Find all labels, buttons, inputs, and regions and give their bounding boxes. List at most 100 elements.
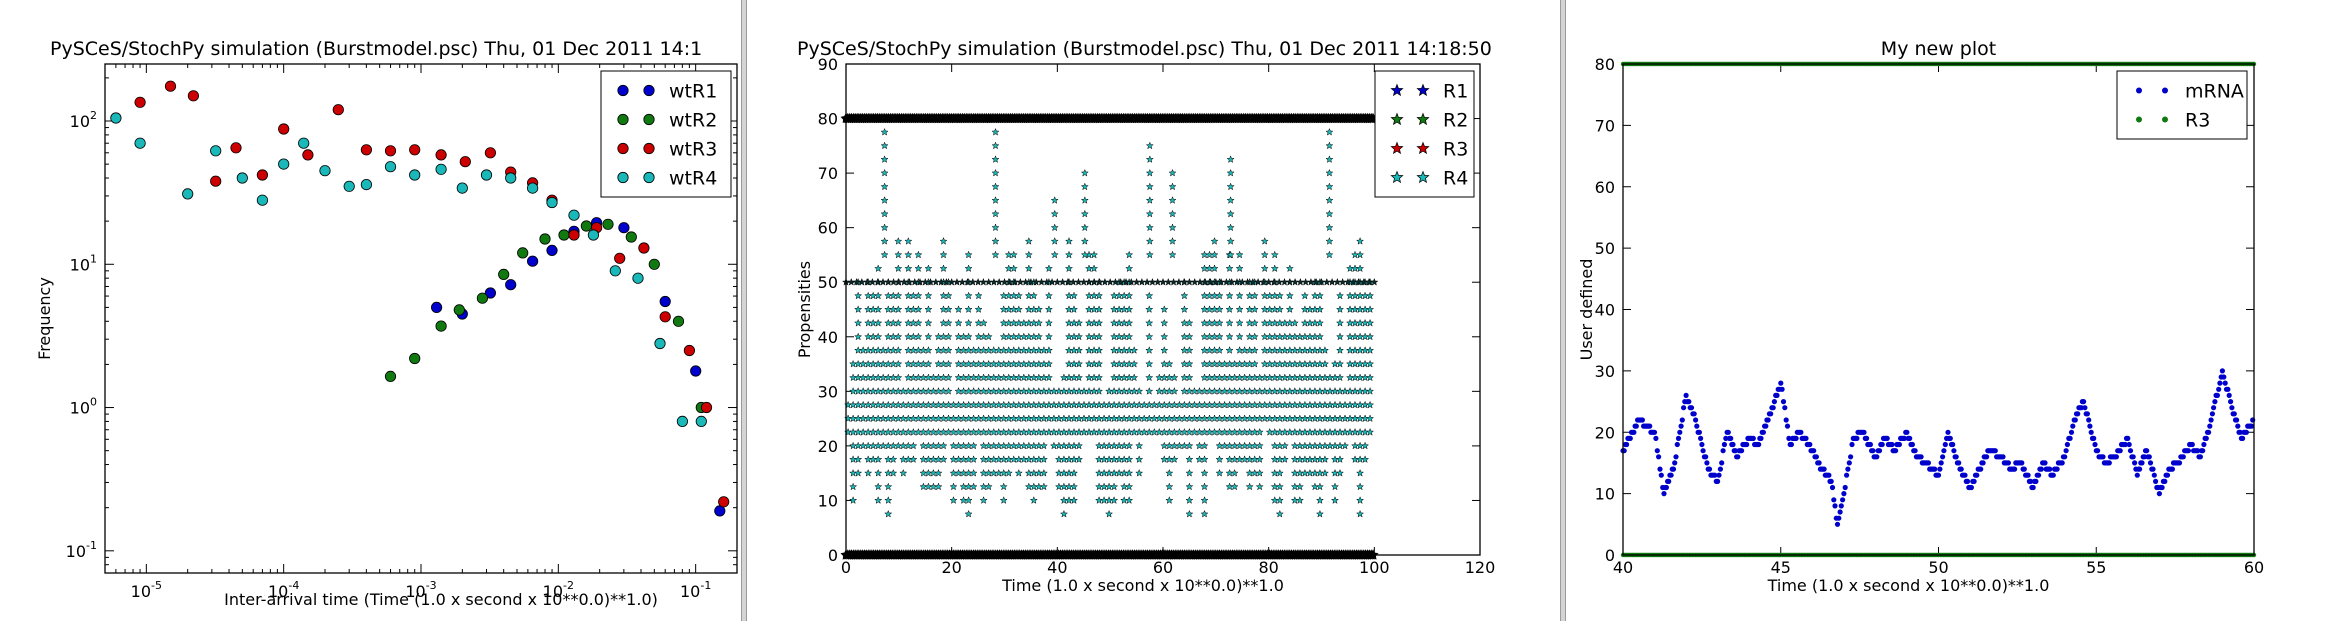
data-point-mRNA (1861, 429, 1867, 435)
data-point-R4 (1200, 496, 1209, 505)
data-point-R3 (995, 277, 1004, 286)
data-point-R4 (1275, 305, 1284, 313)
legend-entry: wtR3 (617, 139, 717, 161)
data-point-R4 (924, 264, 933, 273)
data-point-wtR4 (676, 415, 689, 427)
tick-label: 10 (818, 491, 838, 510)
data-point-R3 (1190, 277, 1199, 286)
data-point-R4 (1226, 209, 1235, 218)
data-point-R4 (1330, 482, 1340, 491)
data-point-R4 (1135, 441, 1144, 450)
data-point-R4 (1168, 168, 1177, 177)
data-point-R4 (1185, 496, 1194, 505)
data-point-R4 (1335, 346, 1345, 354)
data-point-mRNA (2082, 405, 2088, 411)
tick-label: 40 (1595, 301, 1615, 320)
data-point-wtR2 (580, 220, 593, 232)
data-point-mRNA (1624, 441, 1630, 448)
data-point-R4 (1335, 359, 1345, 368)
legend-entry: R3 (1390, 139, 1468, 161)
data-point-R4 (1185, 346, 1194, 354)
data-point-mRNA (2235, 423, 2241, 429)
data-point-mRNA (2200, 448, 2206, 454)
data-point-wtR2 (384, 370, 397, 382)
data-point-mRNA (2141, 454, 2147, 460)
data-point-R4 (1226, 223, 1235, 232)
data-point-wtR3 (700, 401, 713, 414)
legend-marker (2162, 116, 2168, 123)
axis-ticks: 10-5 10-4 10-3 10-2 10-1 10-1 100 101 102 (66, 64, 738, 601)
data-point-R4 (1325, 127, 1334, 136)
data-point-R4 (894, 332, 903, 341)
data-point-mRNA (2092, 441, 2098, 448)
data-point-R4 (1050, 250, 1059, 259)
data-point-mRNA (1712, 472, 1718, 478)
panel-divider[interactable] (1560, 0, 1566, 621)
data-point-R4 (854, 305, 863, 313)
data-point-R4 (880, 155, 889, 163)
data-point-R4 (1125, 305, 1134, 313)
legend-marker (1390, 170, 1404, 184)
data-point-mRNA (1744, 441, 1750, 448)
data-point-R4 (944, 359, 953, 368)
data-point-mRNA (1691, 411, 1697, 417)
axis-ticks: 0 20 40 60 80 100 120 0 10 20 30 40 50 60 70 80 90 (818, 55, 1496, 577)
data-point-wtR3 (568, 229, 580, 241)
data-point-R4 (944, 305, 953, 313)
data-point-R4 (1250, 359, 1259, 368)
data-point-mRNA (1674, 441, 1680, 448)
data-point-R4 (1361, 441, 1370, 450)
data-point-mRNA (2185, 448, 2191, 454)
data-point-R4 (1215, 455, 1224, 463)
data-point-wtR3 (659, 311, 671, 323)
data-point-R4 (1366, 386, 1375, 395)
data-point-R4 (1145, 386, 1154, 395)
legend-label: wtR4 (669, 168, 717, 190)
data-point-mRNA (1848, 454, 1854, 460)
data-point-R4 (1024, 264, 1033, 273)
data-point-R4 (1145, 332, 1154, 341)
data-point-R4 (880, 236, 889, 245)
data-point-mRNA (1730, 441, 1736, 448)
data-point-R4 (1260, 250, 1269, 259)
data-point-R4 (969, 468, 978, 477)
data-point-R4 (1325, 168, 1334, 177)
data-point-mRNA (1656, 454, 1662, 460)
data-point-wtR3 (683, 344, 696, 357)
data-point-mRNA (1717, 466, 1723, 472)
data-point-R4 (849, 482, 858, 491)
data-point-R4 (1034, 332, 1044, 341)
data-point-R4 (969, 441, 978, 450)
data-point-R4 (914, 305, 923, 313)
data-point-wtR3 (302, 149, 314, 161)
data-point-R4 (1320, 346, 1330, 354)
data-point-mRNA (1884, 435, 1890, 441)
tick-label: 10-4 (268, 579, 299, 601)
legend-entry: mRNA (2136, 81, 2244, 103)
data-point-mRNA (1678, 423, 1684, 429)
data-point-R4 (924, 346, 933, 354)
data-point-R4 (1225, 332, 1234, 341)
data-point-R4 (1226, 155, 1235, 163)
tick-label: 50 (1595, 239, 1615, 258)
data-point-mRNA (2019, 460, 2025, 466)
data-point-R4 (1145, 155, 1154, 163)
data-point-R4 (1355, 250, 1365, 259)
data-point-mRNA (1837, 509, 1843, 515)
panel-divider[interactable] (741, 0, 747, 621)
data-point-mRNA (2139, 460, 2145, 466)
data-point-mRNA (1829, 484, 1836, 491)
data-point-R4 (904, 250, 913, 259)
data-point-mRNA (1947, 435, 1953, 441)
data-point-R4 (880, 223, 889, 232)
data-point-R4 (874, 264, 883, 273)
data-point-R4 (1074, 346, 1084, 354)
data-point-mRNA (2243, 429, 2249, 435)
legend-entry: wtR4 (617, 168, 717, 190)
data-point-R4 (1270, 264, 1279, 273)
data-point-mRNA (1693, 417, 1699, 423)
legend-marker (1416, 83, 1430, 97)
data-point-mRNA (1719, 460, 1725, 466)
data-point-R4 (1366, 373, 1375, 382)
